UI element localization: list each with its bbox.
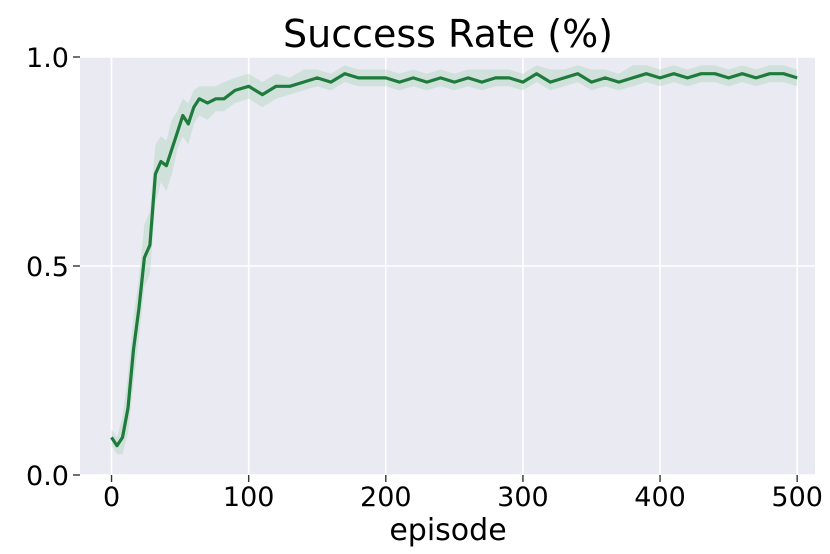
y-tick-label: 0.0 [26, 461, 69, 492]
series-line [110, 72, 798, 448]
x-tick-label: 0 [103, 482, 120, 513]
x-tick-label: 400 [634, 482, 686, 513]
x-tick-label: 100 [223, 482, 275, 513]
y-tick-label: 1.0 [26, 43, 69, 74]
x-tick-label: 300 [497, 482, 549, 513]
tick-labels: 0 100 200 300 400 500 0.0 0.5 1.0 [26, 43, 823, 513]
y-tick-label: 0.5 [26, 252, 69, 283]
x-tick-label: 200 [360, 482, 412, 513]
tick-marks [73, 56, 798, 482]
x-axis-label: episode [389, 513, 506, 548]
x-tick-label: 500 [771, 482, 823, 513]
chart-title: Success Rate (%) [283, 12, 613, 56]
series-lines [110, 72, 798, 448]
grid [80, 56, 815, 476]
